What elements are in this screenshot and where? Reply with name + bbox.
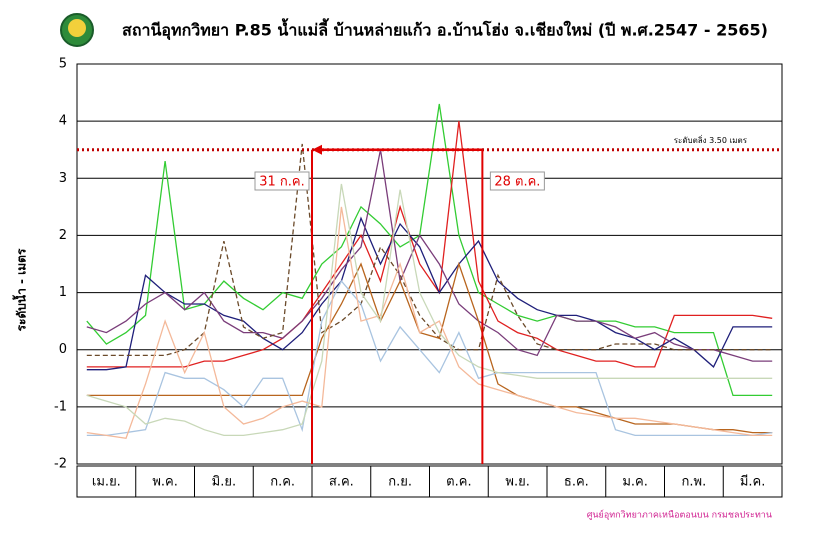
plot-frame	[76, 63, 783, 465]
y-tick-label: 0	[59, 342, 67, 357]
date-label: 28 ต.ค.	[494, 175, 540, 190]
series-line	[86, 183, 773, 437]
y-tick-label: -1	[54, 399, 67, 414]
series-line	[86, 149, 773, 362]
y-tick-label: 3	[59, 171, 67, 186]
month-label: พ.ค.	[152, 475, 178, 490]
y-tick-label: 1	[59, 285, 67, 300]
series-line	[86, 279, 773, 437]
y-tick-label: 4	[59, 114, 67, 129]
month-label: ธ.ค.	[564, 475, 589, 490]
source: ศูนย์อุทกวิทยาภาคเหนือตอนบน กรมชลประทาน	[587, 509, 772, 521]
month-label: ส.ค.	[329, 475, 354, 490]
month-label: พ.ย.	[505, 475, 529, 490]
arrow-head	[312, 144, 322, 155]
series-line	[86, 206, 773, 440]
month-label: ม.ค.	[622, 475, 648, 490]
logo	[60, 13, 94, 47]
month-label: เม.ย.	[92, 475, 121, 490]
date-box	[489, 171, 545, 191]
month-label: ก.พ.	[682, 475, 707, 490]
month-label: ก.ย.	[388, 475, 412, 490]
bank-level-label: ระดับตลิ่ง 3.50 เมตร	[674, 134, 748, 145]
series-line	[86, 103, 773, 397]
chart-title: สถานีอุทกวิทยา P.85 น้ำแม่ลี้ บ้านหล่ายแ…	[122, 18, 768, 41]
month-label: มิ.ย.	[212, 475, 236, 490]
y-tick-label: 2	[59, 228, 67, 243]
y-tick-label: -2	[54, 457, 67, 472]
series-line	[86, 216, 773, 371]
date-label: 31 ก.ค.	[259, 175, 305, 190]
month-label: มี.ค.	[740, 474, 766, 490]
date-box	[254, 171, 310, 191]
month-label: ต.ค.	[446, 475, 471, 490]
y-tick-label: 5	[59, 57, 67, 72]
series-line	[86, 261, 773, 434]
y-axis-label: ระดับน้ำ - เมตร	[12, 248, 29, 331]
month-label: ก.ค.	[270, 475, 295, 490]
series-line	[86, 121, 773, 368]
